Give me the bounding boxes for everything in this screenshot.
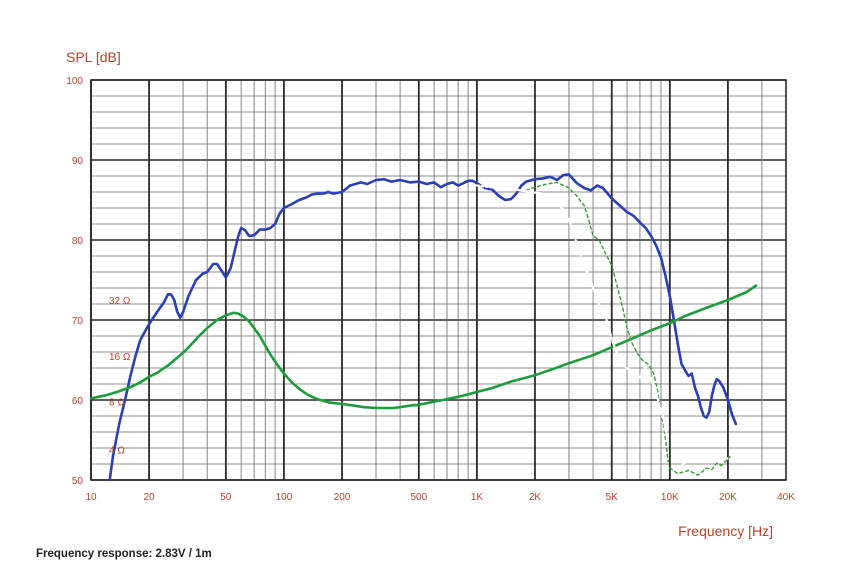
x-tick-label: 2K — [529, 492, 542, 503]
x-tick-label: 10 — [85, 492, 97, 503]
chart-caption: Frequency response: 2.83V / 1m — [36, 548, 212, 560]
x-tick-label: 200 — [334, 492, 351, 503]
x-tick-label: 5K — [606, 492, 619, 503]
y-tick-label: 70 — [72, 316, 84, 327]
series-line-5 — [680, 456, 732, 467]
y-tick-label: 80 — [72, 236, 84, 247]
x-tick-label: 10K — [661, 492, 679, 503]
plot-frame — [90, 79, 787, 481]
impedance-tick-label: 32 Ω — [109, 296, 131, 307]
series-line-2 — [89, 284, 758, 410]
plot-series — [89, 173, 758, 482]
y-axis-label: SPL [dB] — [66, 49, 121, 65]
impedance-tick-label: 16 Ω — [109, 352, 131, 363]
impedance-tick-label: 8 Ω — [109, 398, 125, 409]
x-tick-label: 20K — [719, 492, 737, 503]
x-tick-label: 100 — [276, 492, 293, 503]
y-tick-label: 90 — [72, 156, 84, 167]
x-tick-label: 500 — [410, 492, 427, 503]
axis-labels: 50 60 70 80 90 100 10 20 50 100 200 500 1K 2K 5K 10K 20K… — [66, 76, 795, 503]
x-tick-label: 50 — [220, 492, 232, 503]
series-line-4 — [475, 184, 669, 442]
series-line-3 — [525, 181, 669, 463]
plot-grid — [90, 79, 787, 481]
x-axis-label: Frequency [Hz] — [678, 523, 773, 539]
x-tick-label: 1K — [471, 492, 484, 503]
y-tick-label: 100 — [66, 76, 83, 87]
impedance-tick-label: 4 Ω — [109, 446, 125, 457]
x-tick-label: 20 — [144, 492, 156, 503]
y-tick-label: 60 — [72, 396, 84, 407]
y-tick-label: 50 — [72, 476, 84, 487]
series-line-6 — [669, 456, 731, 476]
x-tick-label: 40K — [777, 492, 795, 503]
